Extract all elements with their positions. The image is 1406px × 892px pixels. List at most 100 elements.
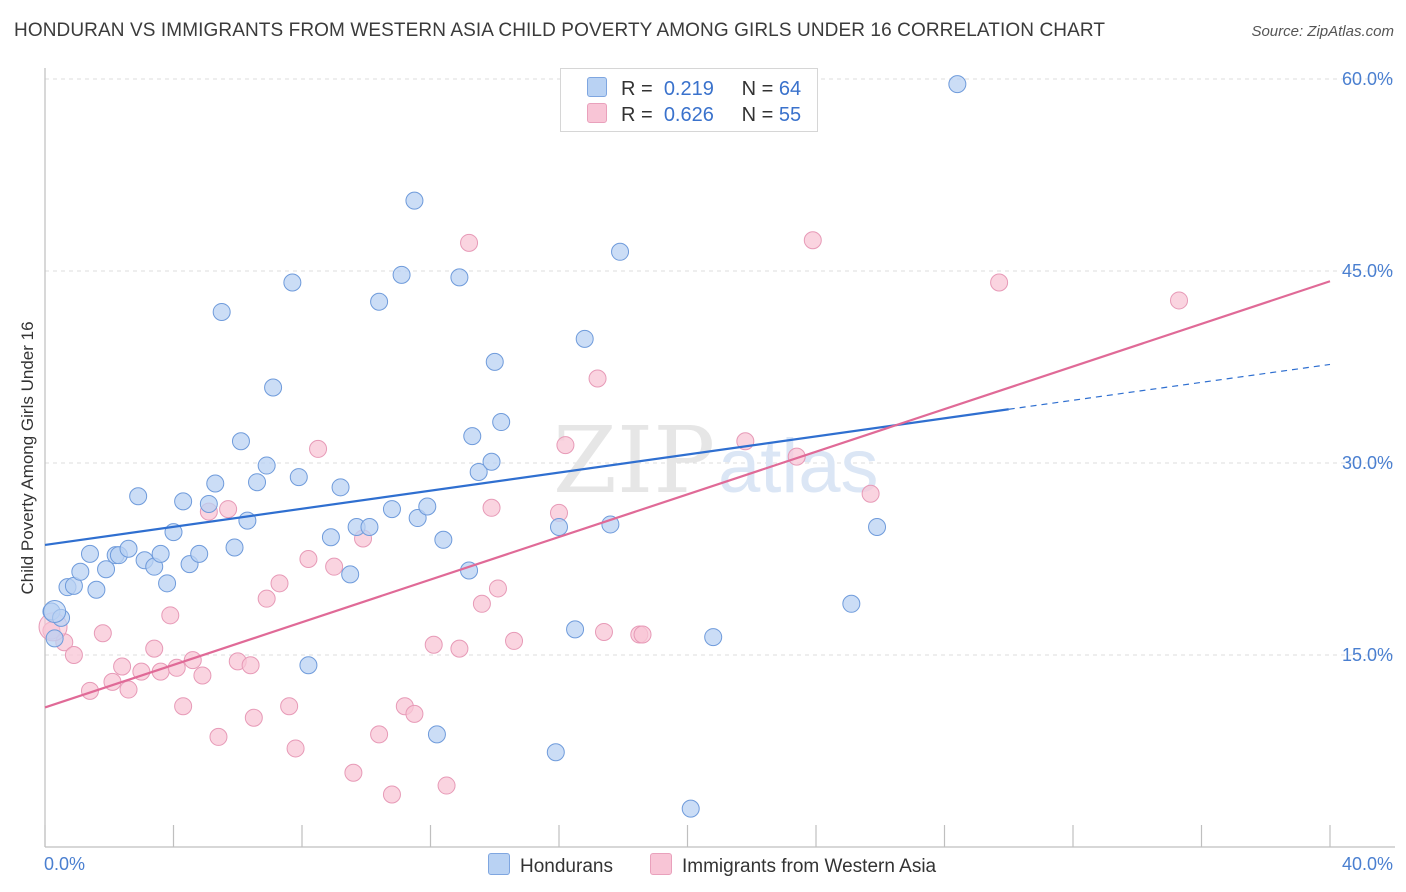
x-tick-label: 0.0% bbox=[44, 854, 85, 874]
gridlines bbox=[45, 78, 1395, 656]
tick-labels: 15.0% 30.0% 45.0% 60.0% 0.0% 40.0% bbox=[44, 69, 1393, 874]
point-hondurans bbox=[405, 191, 424, 210]
point-hondurans bbox=[382, 500, 401, 519]
point-hondurans bbox=[225, 538, 244, 557]
y-tick-label: 60.0% bbox=[1342, 69, 1393, 89]
point-hondurans bbox=[566, 620, 585, 639]
legend-row-hondurans: R = 0.219 N = 64 bbox=[587, 77, 801, 101]
point-hondurans bbox=[97, 560, 116, 579]
legend-swatch-pink bbox=[587, 103, 607, 123]
point-hondurans bbox=[434, 530, 453, 549]
point-hondurans bbox=[206, 474, 225, 493]
point-immigrants bbox=[488, 579, 507, 598]
legend-r-value: 0.626 bbox=[663, 104, 714, 126]
point-hondurans bbox=[119, 539, 138, 558]
point-hondurans bbox=[331, 478, 350, 497]
y-axis-title: Child Poverty Among Girls Under 16 bbox=[18, 321, 37, 594]
point-immigrants bbox=[241, 656, 260, 675]
point-hondurans bbox=[370, 292, 389, 311]
legend-n-label: N = bbox=[741, 104, 774, 126]
point-immigrants bbox=[193, 666, 212, 685]
point-hondurans bbox=[450, 268, 469, 287]
point-immigrants bbox=[633, 625, 652, 644]
source-label: Source: ZipAtlas.com bbox=[1251, 23, 1394, 40]
point-immigrants bbox=[299, 550, 318, 568]
point-immigrants bbox=[1170, 291, 1189, 310]
point-hondurans bbox=[289, 468, 308, 487]
bottom-legend-label: Immigrants from Western Asia bbox=[682, 856, 937, 877]
point-immigrants bbox=[113, 657, 132, 676]
point-immigrants bbox=[787, 447, 806, 466]
point-hondurans bbox=[575, 329, 594, 348]
point-immigrants bbox=[174, 697, 193, 716]
point-immigrants bbox=[167, 658, 186, 677]
point-immigrants bbox=[861, 484, 880, 503]
point-hondurans bbox=[681, 799, 700, 818]
point-hondurans bbox=[174, 492, 193, 511]
point-immigrants bbox=[460, 233, 479, 252]
bottom-legend-swatch-blue bbox=[488, 853, 510, 875]
trend-lines bbox=[44, 280, 1331, 709]
point-hondurans bbox=[190, 544, 209, 563]
point-hondurans bbox=[321, 528, 340, 547]
point-immigrants bbox=[405, 704, 424, 723]
point-immigrants bbox=[382, 785, 401, 804]
point-immigrants bbox=[183, 651, 202, 670]
point-immigrants bbox=[145, 639, 164, 658]
point-hondurans bbox=[360, 518, 379, 536]
series-immigrants-points bbox=[38, 231, 1189, 804]
bottom-legend-swatch-pink bbox=[650, 853, 672, 875]
point-hondurans bbox=[868, 518, 887, 536]
point-immigrants bbox=[344, 763, 363, 782]
series-hondurans-points bbox=[42, 75, 967, 818]
watermark: ZIP atlas bbox=[553, 407, 879, 514]
point-immigrants bbox=[280, 697, 299, 716]
point-hondurans bbox=[948, 75, 967, 94]
point-immigrants bbox=[161, 606, 180, 625]
point-hondurans bbox=[158, 574, 177, 593]
point-immigrants bbox=[990, 273, 1009, 292]
point-immigrants bbox=[325, 557, 344, 576]
trend-line-hondurans bbox=[44, 408, 1009, 547]
point-immigrants bbox=[594, 622, 613, 641]
point-hondurans bbox=[257, 456, 276, 475]
point-hondurans bbox=[80, 544, 99, 563]
legend-swatch-blue bbox=[587, 77, 607, 97]
point-hondurans bbox=[248, 473, 267, 492]
point-hondurans bbox=[392, 265, 411, 284]
point-immigrants bbox=[424, 635, 443, 654]
point-hondurans bbox=[408, 509, 427, 528]
x-tick-label: 40.0% bbox=[1342, 854, 1393, 874]
legend-n-value: 55 bbox=[778, 104, 802, 126]
legend-r-label: R = bbox=[621, 104, 653, 126]
point-hondurans bbox=[264, 378, 283, 397]
legend-r-value: 0.219 bbox=[663, 78, 714, 100]
y-tick-label: 15.0% bbox=[1342, 645, 1393, 665]
legend-n-label: N = bbox=[741, 78, 774, 100]
point-immigrants bbox=[64, 646, 83, 664]
point-hondurans bbox=[43, 599, 67, 623]
chart-title: HONDURAN VS IMMIGRANTS FROM WESTERN ASIA… bbox=[14, 20, 1106, 41]
point-immigrants bbox=[556, 436, 575, 455]
point-hondurans bbox=[611, 242, 630, 261]
point-immigrants bbox=[370, 725, 389, 744]
point-immigrants bbox=[437, 776, 456, 795]
point-hondurans bbox=[71, 562, 90, 581]
point-hondurans bbox=[151, 544, 170, 563]
point-immigrants bbox=[270, 574, 289, 593]
point-immigrants bbox=[472, 594, 491, 613]
point-immigrants bbox=[588, 369, 607, 388]
y-tick-label: 30.0% bbox=[1342, 453, 1393, 473]
legend-r-label: R = bbox=[621, 78, 653, 100]
point-immigrants bbox=[505, 631, 524, 650]
point-hondurans bbox=[546, 743, 565, 762]
legend-n-value: 64 bbox=[778, 78, 802, 100]
point-hondurans bbox=[341, 565, 360, 584]
point-hondurans bbox=[129, 487, 148, 506]
point-immigrants bbox=[309, 439, 328, 458]
point-hondurans bbox=[463, 427, 482, 446]
watermark-zip: ZIP bbox=[553, 407, 715, 514]
point-immigrants bbox=[450, 639, 469, 658]
point-hondurans bbox=[45, 629, 64, 648]
